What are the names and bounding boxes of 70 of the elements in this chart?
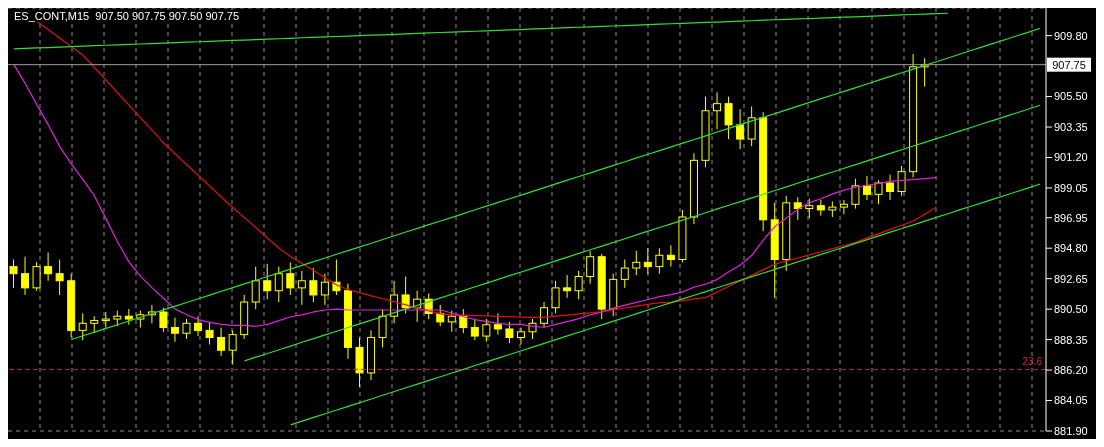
candlestick <box>713 91 722 130</box>
candlestick <box>194 315 203 337</box>
candlestick <box>320 273 329 306</box>
candlestick <box>505 321 514 344</box>
candlestick <box>286 261 295 296</box>
candlestick <box>274 266 283 303</box>
candlestick <box>666 244 675 268</box>
candlestick <box>805 198 814 219</box>
candlestick <box>32 261 41 292</box>
candlestick <box>862 175 871 201</box>
candlestick <box>251 266 260 310</box>
candlestick <box>551 280 560 314</box>
candlestick <box>378 308 387 348</box>
y-tick-label: 884.05 <box>1054 394 1088 407</box>
candlestick <box>620 259 629 289</box>
candlestick <box>182 318 191 340</box>
candlestick <box>586 250 595 285</box>
y-tick-label: 886.20 <box>1054 363 1088 376</box>
y-tick-label: 909.80 <box>1054 29 1088 42</box>
candlestick <box>470 318 479 341</box>
y-tick-label: 903.35 <box>1054 120 1088 133</box>
candlestick <box>724 96 733 140</box>
candlestick <box>205 321 214 346</box>
candlestick <box>170 317 179 343</box>
y-tick-label: 881.90 <box>1054 424 1088 437</box>
candlestick <box>563 274 572 299</box>
candlestick <box>839 199 848 215</box>
candlestick <box>540 301 549 329</box>
candlestick <box>55 259 64 296</box>
line-series <box>13 12 949 50</box>
candlestick <box>886 174 895 201</box>
candlestick <box>459 308 468 334</box>
y-tick-label: 892.65 <box>1054 272 1088 285</box>
y-tick-label: 899.05 <box>1054 181 1088 194</box>
candlestick <box>309 267 318 303</box>
line-series <box>289 183 1041 426</box>
candlestick <box>874 179 883 205</box>
annotation: 23.6 <box>1022 356 1043 368</box>
y-tick-label: 888.35 <box>1054 333 1088 346</box>
candlestick <box>9 259 18 289</box>
line-series <box>70 27 1041 341</box>
candlestick <box>159 307 168 333</box>
candlestick <box>78 312 87 341</box>
candlestick <box>297 270 306 306</box>
candlestick <box>632 250 641 276</box>
candlestick <box>851 178 860 210</box>
candlestick <box>263 263 272 300</box>
candlestick <box>44 251 53 282</box>
candlestick <box>21 256 30 296</box>
candlestick <box>447 310 456 333</box>
y-tick-label: 896.95 <box>1054 211 1088 224</box>
candlestick <box>401 276 410 314</box>
y-tick-label: 890.50 <box>1054 303 1088 316</box>
candlestick <box>482 318 491 343</box>
y-tick-label: 901.20 <box>1054 151 1088 164</box>
candlestick <box>217 327 226 357</box>
chart-title: ES_CONT,M15 907.50 907.75 907.50 907.75 <box>12 10 242 22</box>
candlestick <box>736 108 745 150</box>
candlestick <box>493 312 502 336</box>
candlestick <box>643 247 652 275</box>
y-tick-label: 905.50 <box>1054 90 1088 103</box>
candlestick <box>655 247 664 275</box>
candlestick <box>897 165 906 197</box>
ref-line-label: 907.75 <box>1052 58 1086 71</box>
candlestick <box>516 327 525 346</box>
candlestick <box>747 105 756 147</box>
candlestick <box>228 329 237 365</box>
candlestick <box>574 270 583 300</box>
y-tick-label: 894.80 <box>1054 242 1088 255</box>
candlestick <box>793 196 802 221</box>
